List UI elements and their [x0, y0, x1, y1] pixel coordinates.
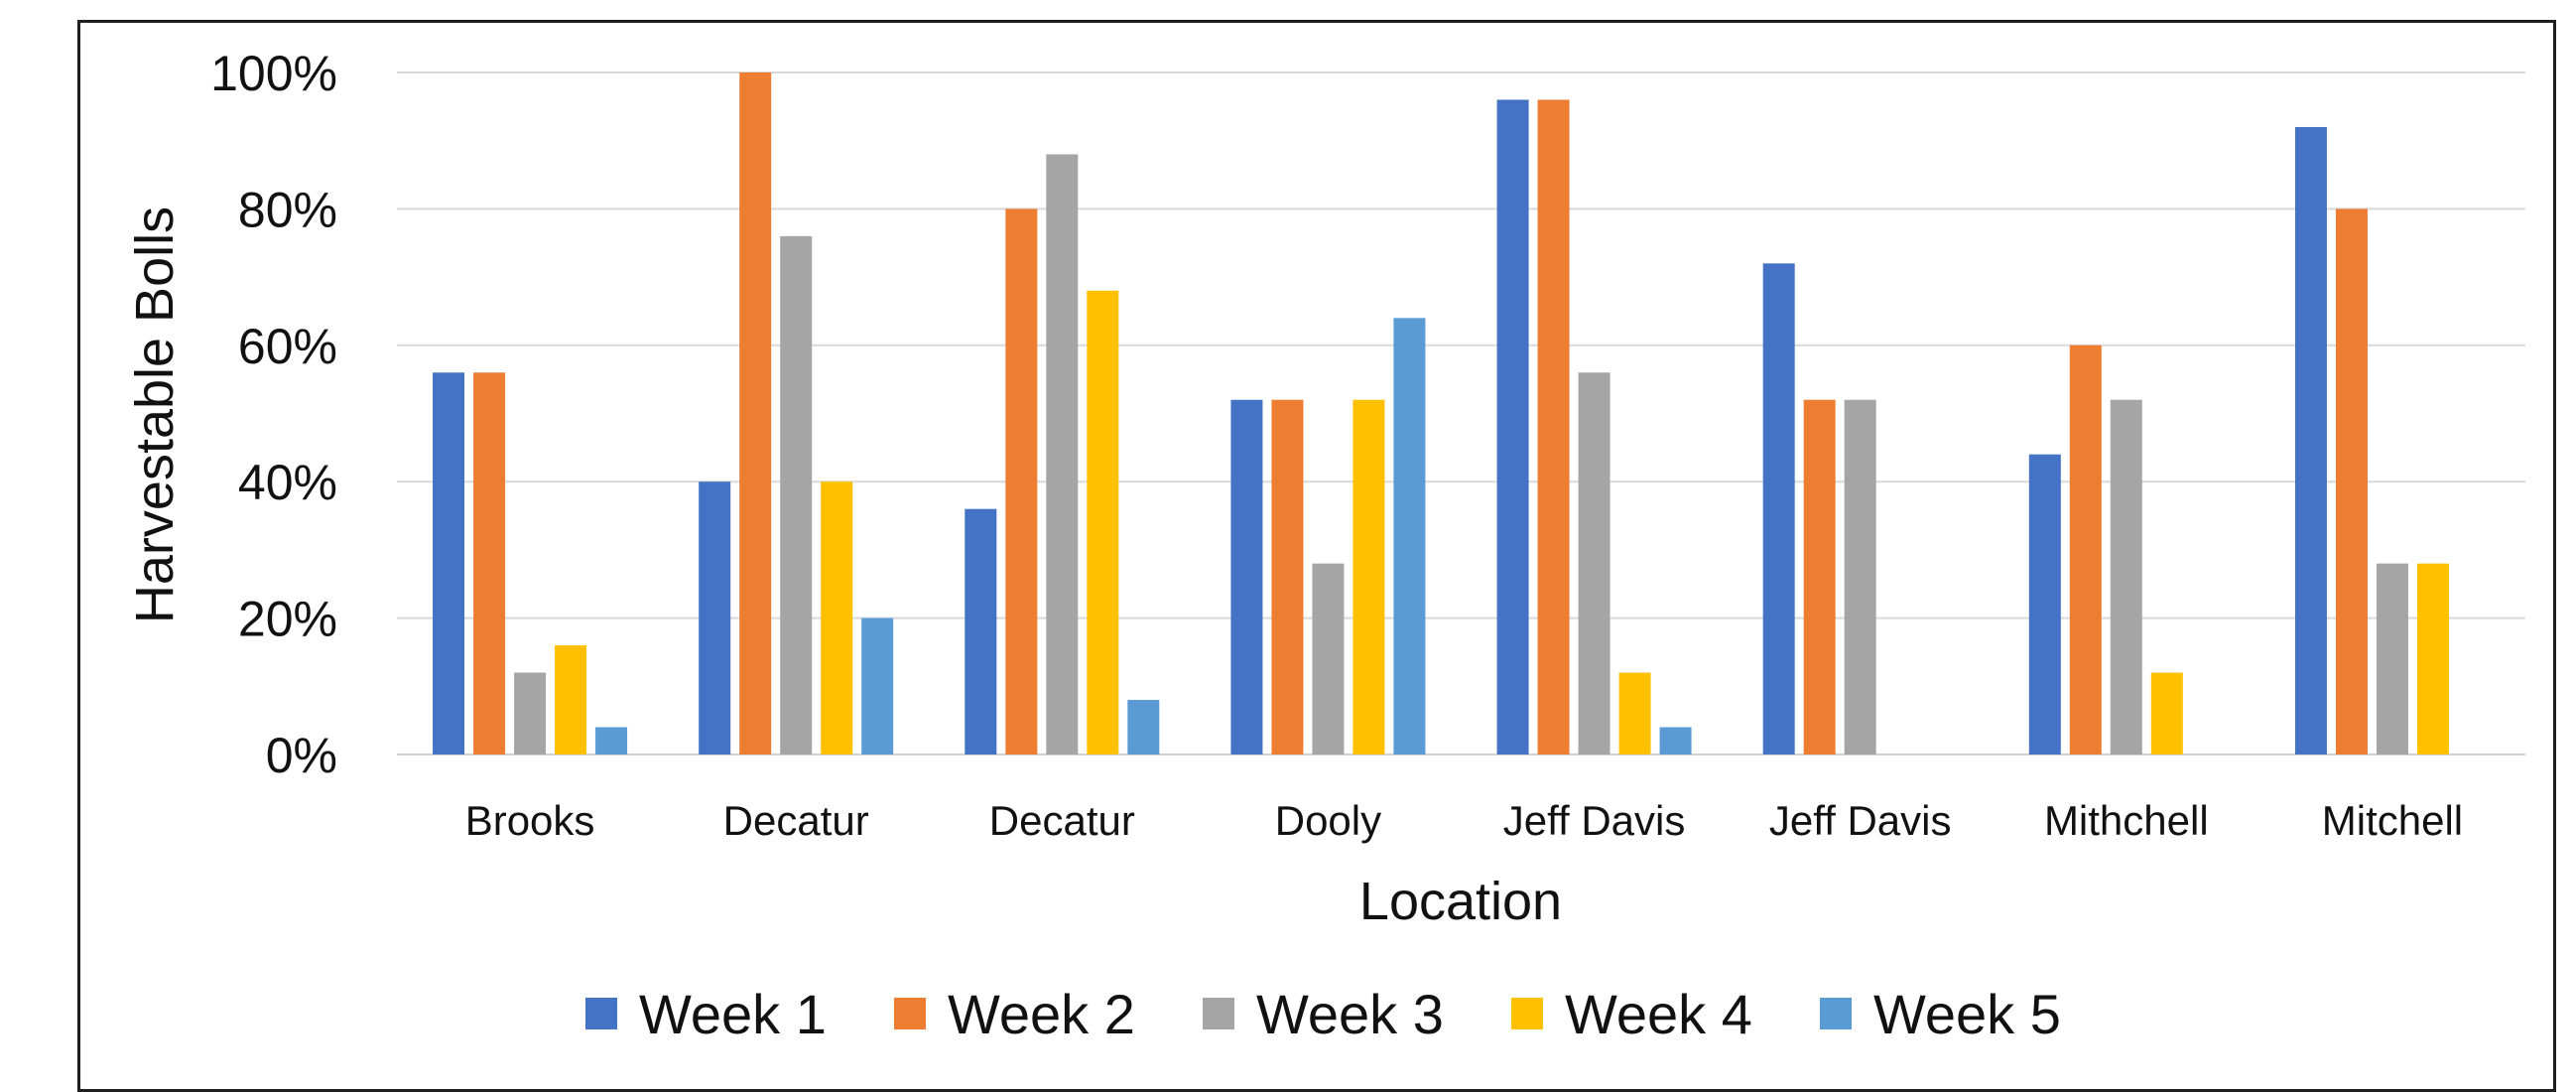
x-category-label: Jeff Davis: [1503, 797, 1686, 844]
bar: [1537, 99, 1570, 755]
bars: [433, 72, 2449, 755]
bar: [1393, 318, 1426, 754]
bar: [739, 72, 772, 754]
bar: [473, 372, 506, 754]
y-tick-label: 20%: [238, 592, 337, 647]
bar: [595, 727, 628, 754]
x-category-label: Jeff Davis: [1769, 797, 1952, 844]
y-tick-label: 80%: [238, 182, 337, 237]
bar: [2335, 208, 2368, 754]
bar: [433, 372, 465, 754]
x-category-label: Dooly: [1275, 797, 1381, 844]
legend-swatch: [894, 998, 926, 1029]
legend-swatch: [1820, 998, 1852, 1029]
x-category-label: Brooks: [465, 797, 595, 844]
bar: [1803, 399, 1836, 754]
bar: [965, 508, 997, 754]
y-axis-title: Harvestable Bolls: [125, 206, 185, 623]
bar: [861, 617, 894, 754]
bar: [555, 645, 587, 754]
bar: [1312, 563, 1345, 754]
y-tick-label: 60%: [238, 319, 337, 374]
legend-swatch: [1203, 998, 1234, 1029]
x-category-label: Decatur: [723, 797, 869, 844]
bar: [2028, 454, 2061, 754]
bar: [1762, 263, 1795, 754]
bar: [2416, 563, 2449, 754]
y-axis-ticks: 0% 20% 40% 60% 80% 100%: [210, 46, 337, 783]
x-category-label: Mithchell: [2044, 797, 2209, 844]
bar: [1127, 700, 1160, 754]
legend-swatch: [585, 998, 617, 1029]
bar: [1578, 372, 1610, 754]
bar: [1230, 399, 1263, 754]
bar: [780, 235, 813, 754]
legend-label: Week 5: [1873, 983, 2061, 1045]
bar: [2376, 563, 2408, 754]
bar: [2110, 399, 2142, 754]
bar: [1352, 399, 1385, 754]
legend-label: Week 1: [639, 983, 827, 1045]
legend: Week 1 Week 2 Week 3 Week 4 Week 5: [585, 983, 2061, 1045]
bar: [2294, 126, 2327, 754]
bar: [1618, 672, 1651, 754]
bar: [1005, 208, 1038, 754]
bar: [821, 481, 853, 754]
legend-swatch: [1511, 998, 1543, 1029]
bar: [1844, 399, 1876, 754]
x-category-label: Decatur: [989, 797, 1135, 844]
legend-label: Week 2: [948, 983, 1135, 1045]
bar: [1087, 290, 1119, 754]
bar: [1659, 727, 1692, 754]
bar: [1046, 154, 1079, 754]
y-tick-label: 0%: [266, 728, 337, 783]
y-tick-label: 100%: [210, 46, 337, 101]
legend-label: Week 4: [1565, 983, 1752, 1045]
bar: [2150, 672, 2183, 754]
bar: [514, 672, 547, 754]
bar: [1271, 399, 1304, 754]
x-axis-title: Location: [1359, 872, 1562, 931]
x-axis-categories: Brooks Decatur Decatur Dooly Jeff Davis Jeff …: [465, 797, 2463, 844]
legend-label: Week 3: [1256, 983, 1444, 1045]
x-category-label: Mitchell: [2322, 797, 2463, 844]
bar: [2069, 344, 2102, 754]
y-tick-label: 40%: [238, 455, 337, 510]
bar: [699, 481, 731, 754]
bar: [1496, 99, 1529, 755]
